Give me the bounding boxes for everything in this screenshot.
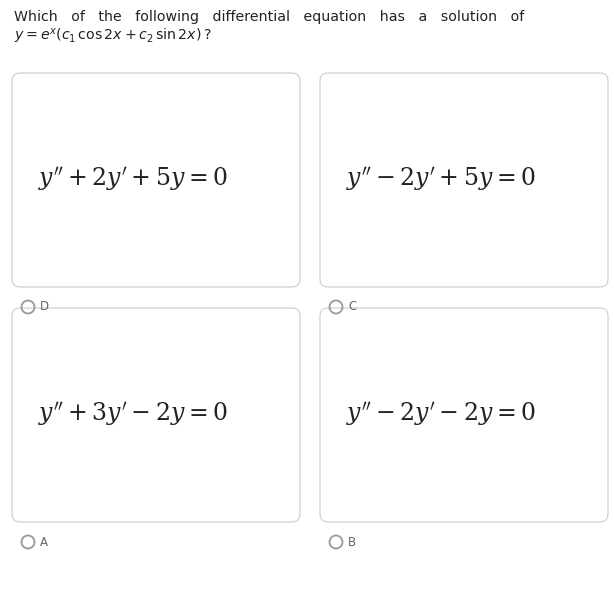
FancyBboxPatch shape — [320, 308, 608, 522]
Text: B: B — [348, 535, 356, 549]
Text: $y'' + 2y' + 5y = 0$: $y'' + 2y' + 5y = 0$ — [39, 166, 228, 194]
Text: C: C — [348, 300, 356, 314]
Text: $y'' - 2y' - 2y = 0$: $y'' - 2y' - 2y = 0$ — [346, 401, 536, 429]
Text: Which   of   the   following   differential   equation   has   a   solution   of: Which of the following differential equa… — [14, 10, 524, 24]
Text: $y'' + 3y' - 2y = 0$: $y'' + 3y' - 2y = 0$ — [39, 401, 228, 429]
Text: D: D — [40, 300, 49, 314]
Text: $y = e^x(c_1\,\mathrm{cos}\,2x + c_2\,\mathrm{sin}\,2x)\,?$: $y = e^x(c_1\,\mathrm{cos}\,2x + c_2\,\m… — [14, 27, 212, 46]
FancyBboxPatch shape — [12, 308, 300, 522]
FancyBboxPatch shape — [12, 73, 300, 287]
Text: $y'' - 2y' + 5y = 0$: $y'' - 2y' + 5y = 0$ — [346, 166, 536, 194]
FancyBboxPatch shape — [320, 73, 608, 287]
Text: A: A — [40, 535, 48, 549]
